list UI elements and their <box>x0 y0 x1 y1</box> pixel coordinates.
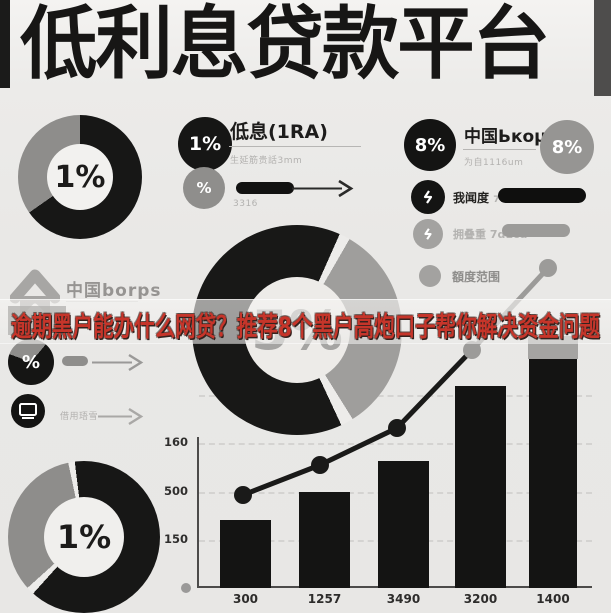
trend-line-segment <box>318 425 399 468</box>
trend-line-point <box>388 419 406 437</box>
stat-sub-number: 3316 <box>233 199 258 209</box>
stat-sub-text: 为自1116um <box>464 158 524 168</box>
stat-label-range: 額度范围 <box>452 270 501 284</box>
trend-line-point <box>234 486 252 504</box>
y-axis-line <box>197 437 199 588</box>
axis-origin-dot <box>181 583 191 593</box>
monitor-icon <box>19 403 37 419</box>
progress-bar-gray <box>502 224 570 237</box>
divider <box>229 146 361 147</box>
brand-label: 中国borps <box>66 281 162 301</box>
bolt-icon <box>424 228 432 240</box>
progress-bar-short <box>236 182 294 194</box>
arrow-right-icon <box>292 179 354 198</box>
y-axis-tick-label: 150 <box>163 532 188 546</box>
stat-label-row2-text: 我闻度 <box>453 191 490 205</box>
stat-badge-1pct: 1% <box>178 117 232 171</box>
donut-chart-bottom-left: 1% <box>8 461 160 613</box>
stat-badge-8pct-gray: 8% <box>540 120 594 174</box>
x-axis-tick-label: 3200 <box>463 592 498 606</box>
arrow-right-icon <box>98 407 144 426</box>
left-edge-strip <box>0 0 10 88</box>
x-axis-tick-label: 1257 <box>307 592 342 606</box>
x-axis-tick-label: 1400 <box>536 592 570 606</box>
x-axis-tick-label: 3490 <box>386 592 421 606</box>
stat-badge-pct: % <box>183 167 225 209</box>
stat-badge-8pct-black: 8% <box>404 119 456 171</box>
divider <box>463 149 536 150</box>
stat-label-china: 中国Ькоμ <box>464 127 547 147</box>
progress-bar-black <box>498 188 586 203</box>
headline-text: 逾期黑户能办什么网贷？推荐8个黑户高炮口子帮你解决资金问题 <box>11 312 600 343</box>
headline-band: 逾期黑户能办什么网贷？推荐8个黑户高炮口子帮你解决资金问题 <box>0 299 611 343</box>
percent-pie-badge: % <box>8 339 54 385</box>
trend-line-point <box>539 259 557 277</box>
progress-bar-mini <box>62 356 88 366</box>
legend-dot <box>419 265 441 287</box>
bolt-icon <box>423 190 433 204</box>
donut-top-left-value: 1% <box>47 144 113 210</box>
y-axis-tick-label: 500 <box>163 484 188 498</box>
x-axis-tick-label: 300 <box>232 592 259 606</box>
bolt-icon-badge <box>411 180 445 214</box>
arrow-right-icon <box>92 353 144 372</box>
stat-label-row3-text: 拥叠重 <box>453 228 486 241</box>
stat-sub-text: 生延筋贵話3mm <box>230 156 303 166</box>
trend-line-segment <box>242 462 321 498</box>
bolt-icon-badge-gray <box>413 219 443 249</box>
bar <box>529 359 577 588</box>
headline-highlight <box>8 306 66 335</box>
bar <box>455 386 506 588</box>
bar <box>378 461 429 588</box>
donut-bottom-left-value: 1% <box>44 497 124 577</box>
mid-row-label: 借用珸雪 <box>60 412 99 422</box>
stat-label-low-interest: 低息(1RA) <box>230 121 328 143</box>
y-axis-tick-label: 160 <box>163 435 188 449</box>
bar <box>299 492 350 588</box>
trend-line-point <box>311 456 329 474</box>
bar <box>220 520 271 588</box>
donut-chart-top-left: 1% <box>18 115 142 239</box>
page-title: 低利息贷款平台 <box>20 0 550 90</box>
right-edge-strip <box>594 0 611 96</box>
monitor-icon-badge <box>11 394 45 428</box>
